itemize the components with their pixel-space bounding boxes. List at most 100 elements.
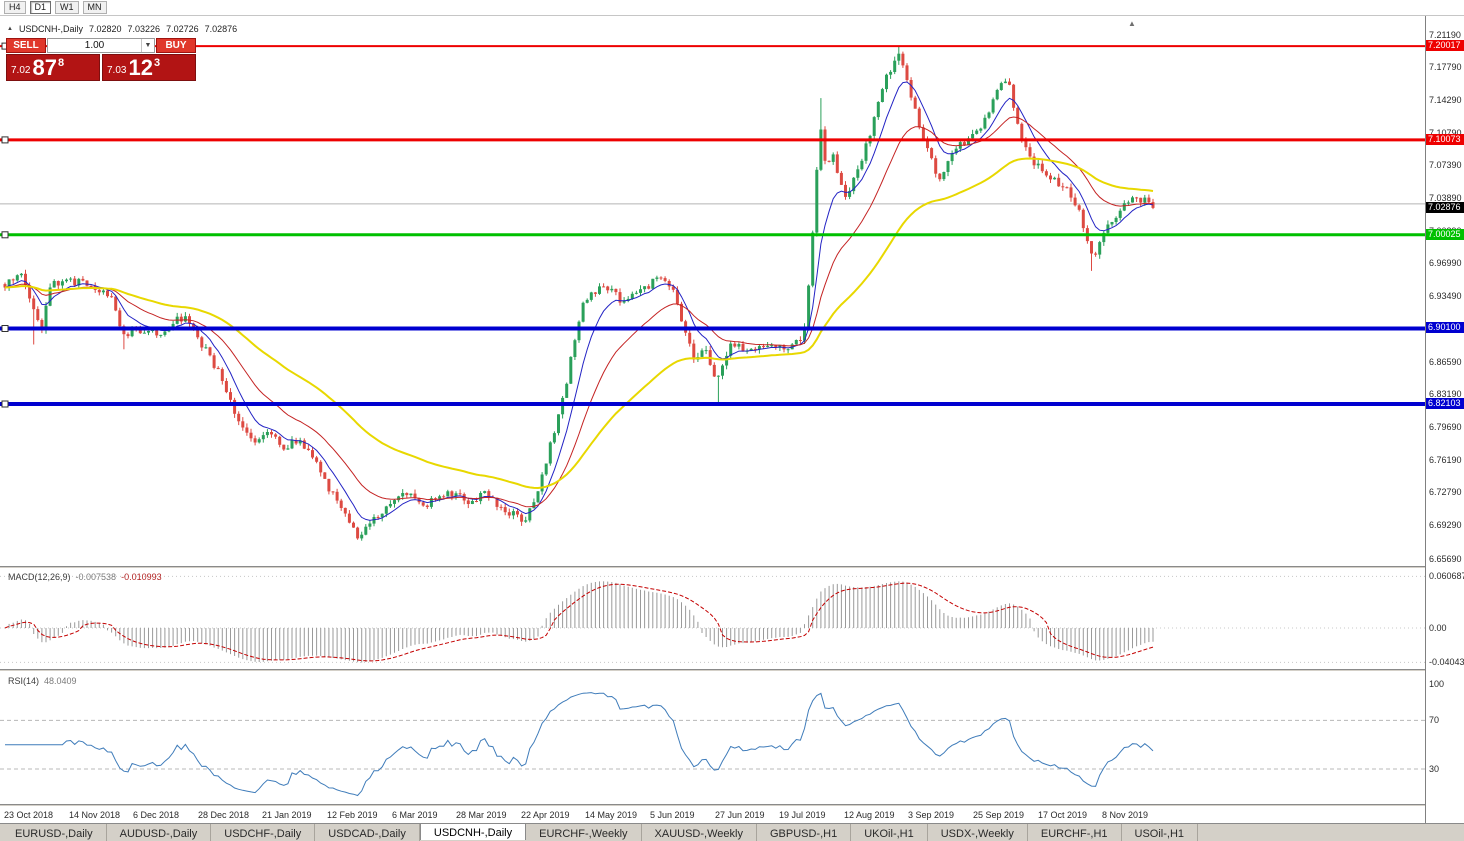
chart-tab-xauusd-weekly[interactable]: XAUUSD-,Weekly [642,824,757,841]
macd-axis-label: -0.040435 [1429,657,1464,667]
panel-resize-handle[interactable] [0,566,1464,569]
date-axis-label: 17 Oct 2019 [1038,810,1088,820]
date-axis-label: 6 Dec 2018 [133,810,180,820]
price-axis-tick: 6.76190 [1429,455,1462,465]
macd-signal-line [4,582,1154,662]
chart-shift-marker-icon: ▲ [1128,19,1136,28]
timeframe-button-h4[interactable]: H4 [4,1,26,14]
date-axis-label: 12 Feb 2019 [327,810,378,820]
sell-price-big-figure: 7.02 [11,65,31,76]
price-axis-tick: 6.93490 [1429,291,1462,301]
price-line-label: 7.10073 [1426,134,1464,145]
macd-title: MACD(12,26,9) -0.007538 -0.010993 [8,572,162,582]
macd-main-value: -0.007538 [75,572,117,582]
rsi-value: 48.0409 [44,676,77,686]
rsi-indicator-name: RSI(14) [8,676,40,686]
ohlc-low: 7.02726 [166,24,199,34]
ohlc-high: 7.03226 [127,24,161,34]
horizontal-lines [0,42,1425,408]
date-axis-label: 28 Mar 2019 [456,810,507,820]
date-axis-label: 19 Jul 2019 [779,810,826,820]
sell-price-pips: 87 [32,55,57,80]
chart-tab-usdcnh-daily[interactable]: USDCNH-,Daily [419,823,527,840]
moving-averages [4,81,1154,521]
macd-histogram [8,581,1154,663]
rsi-axis-label: 30 [1429,764,1440,774]
buy-price-big-figure: 7.03 [107,65,127,76]
chart-window: ▲ USDCNH-,Daily 7.02820 7.03226 7.02726 … [0,16,1464,841]
buy-price-box[interactable]: 7.03 12 3 [102,54,196,81]
date-axis-label: 14 May 2019 [585,810,638,820]
price-axis-tick: 6.65690 [1429,554,1462,564]
rsi-canvas[interactable] [0,672,1425,804]
rsi-axis-label: 70 [1429,715,1440,725]
price-axis-tick: 7.07390 [1429,160,1462,170]
timeframe-button-mn[interactable]: MN [82,1,107,14]
chart-tab-eurusd-daily[interactable]: EURUSD-,Daily [2,824,107,841]
current-price-label: 7.02876 [1426,202,1464,213]
price-axis-tick: 7.14290 [1429,95,1462,105]
ohlc-close: 7.02876 [204,24,238,34]
chart-ohlc-header: ▲ USDCNH-,Daily 7.02820 7.03226 7.02726 … [7,24,237,34]
chart-tab-usdchf-daily[interactable]: USDCHF-,Daily [211,824,316,841]
rsi-axis-label: 100 [1429,679,1445,689]
macd-axis-label: 0.060687 [1429,571,1464,581]
volume-input[interactable]: 1.00 ▼ [47,38,155,53]
buy-button[interactable]: BUY [156,38,196,53]
buy-price-point: 3 [153,57,161,69]
buy-price-pips: 12 [128,55,153,80]
price-axis-tick: 7.17790 [1429,62,1462,72]
sell-button[interactable]: SELL [6,38,46,53]
price-axis-tick: 6.83190 [1429,389,1462,399]
price-axis-tick: 6.69290 [1429,520,1462,530]
price-axis-tick: 6.79690 [1429,422,1462,432]
price-line-label: 6.82103 [1426,398,1464,409]
chart-tab-gbpusd-h1[interactable]: GBPUSD-,H1 [757,824,852,841]
date-axis-label: 5 Jun 2019 [650,810,695,820]
chart-tab-audusd-daily[interactable]: AUDUSD-,Daily [107,824,212,841]
date-axis-label: 28 Dec 2018 [198,810,250,820]
price-axis-tick: 6.86590 [1429,357,1462,367]
date-axis-label: 3 Sep 2019 [908,810,955,820]
candlestick-series [3,45,1155,541]
price-line-label: 7.20017 [1426,40,1464,51]
date-axis[interactable]: 23 Oct 2018 14 Nov 2018 6 Dec 2018 28 Dec 2… [0,807,1425,823]
trade-widget-controls: SELL 1.00 ▼ BUY [6,38,196,53]
macd-indicator-name: MACD(12,26,9) [8,572,71,582]
panel-resize-handle[interactable] [0,804,1464,807]
chart-symbol-label: USDCNH-,Daily [18,24,83,34]
macd-canvas[interactable] [0,569,1425,669]
macd-signal-value: -0.010993 [121,572,162,582]
volume-value: 1.00 [84,40,105,51]
trade-widget-prices: 7.02 87 8 7.03 12 3 [6,54,196,81]
price-line-label: 6.90100 [1426,322,1464,333]
price-axis[interactable]: 7.21190 7.17790 7.14290 7.10790 7.07390 7.038… [1425,16,1464,823]
chart-tab-ukoil-h1[interactable]: UKOil-,H1 [851,824,928,841]
date-axis-label: 12 Aug 2019 [844,810,895,820]
price-axis-tick: 7.10790 [1429,128,1462,138]
date-axis-label: 8 Nov 2019 [1102,810,1149,820]
date-axis-label: 6 Mar 2019 [392,810,438,820]
chart-arrow-icon: ▲ [7,26,13,32]
date-axis-label: 14 Nov 2018 [69,810,121,820]
price-chart-canvas[interactable] [0,18,1425,566]
ohlc-open: 7.02820 [88,24,122,34]
date-axis-label: 25 Sep 2019 [973,810,1025,820]
chart-tab-eurchf-weekly[interactable]: EURCHF-,Weekly [526,824,642,841]
chart-tab-usdcad-daily[interactable]: USDCAD-,Daily [315,824,420,841]
macd-axis-label: 0.00 [1429,623,1447,633]
rsi-line [5,692,1154,797]
price-axis-tick: 6.96990 [1429,258,1462,268]
chart-tab-bar: EURUSD-,Daily AUDUSD-,Daily USDCHF-,Daily U… [0,823,1464,841]
sell-price-box[interactable]: 7.02 87 8 [6,54,100,81]
timeframe-button-w1[interactable]: W1 [55,1,79,14]
timeframe-button-d1[interactable]: D1 [29,1,52,14]
volume-dropdown-icon[interactable]: ▼ [141,39,154,52]
chart-tab-usoil-h1[interactable]: USOil-,H1 [1122,824,1199,841]
one-click-trading-widget: SELL 1.00 ▼ BUY 7.02 87 8 7.03 12 3 [6,38,196,81]
panel-resize-handle[interactable] [0,669,1464,672]
price-axis-tick: 7.03890 [1429,193,1462,203]
chart-tab-eurchf-h1[interactable]: EURCHF-,H1 [1028,824,1122,841]
timeframe-toolbar: H4 D1 W1 MN [0,0,1464,16]
chart-tab-usdx-weekly[interactable]: USDX-,Weekly [928,824,1028,841]
